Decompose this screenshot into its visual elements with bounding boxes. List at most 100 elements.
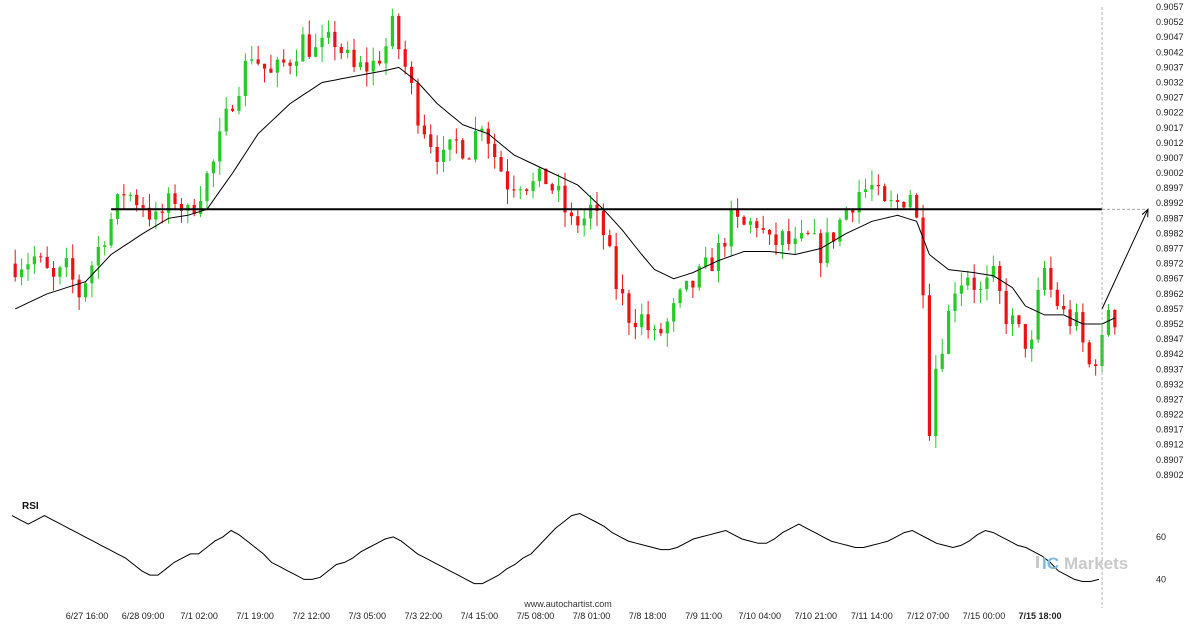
- rsi-plot: [11, 512, 1100, 585]
- brand-logo: IC Markets: [1036, 554, 1128, 573]
- candle-up: [320, 37, 324, 48]
- candle-up: [1106, 310, 1111, 335]
- brand-bar-icon: [1036, 556, 1039, 568]
- candle-up: [537, 168, 542, 182]
- candle-down: [876, 185, 880, 187]
- price-tick-label: 0.8947: [1156, 334, 1184, 344]
- candle-up: [672, 303, 676, 322]
- time-tick-label: 7/9 11:00: [685, 611, 722, 621]
- candle-down: [378, 60, 382, 64]
- candle-down: [339, 47, 343, 54]
- candle-up: [588, 204, 593, 219]
- time-tick-label: 7/2 12:00: [292, 611, 330, 621]
- price-tick-label: 0.8992: [1156, 198, 1184, 208]
- candle-up: [991, 265, 995, 278]
- candle-up: [870, 185, 874, 190]
- candle-up: [384, 46, 388, 64]
- candle-down: [256, 59, 260, 64]
- candle-up: [199, 201, 203, 214]
- price-tick-label: 0.9017: [1156, 123, 1184, 133]
- candle-down: [563, 185, 567, 213]
- candle-up: [186, 205, 190, 211]
- candle-up: [697, 266, 701, 288]
- candle-up: [26, 264, 30, 270]
- candle-up: [640, 314, 644, 328]
- candle-down: [1017, 315, 1021, 325]
- candle-up: [441, 149, 446, 162]
- candle-up: [966, 277, 970, 286]
- candle-down: [710, 257, 714, 271]
- rsi-label: RSI: [22, 501, 39, 512]
- candle-down: [486, 128, 490, 144]
- candle-down: [1094, 364, 1098, 367]
- price-axis: 0.9057 0.9052 0.9047 0.9042 0.9037 0.9032 0.90…: [1156, 2, 1184, 480]
- price-tick-label: 0.8902: [1156, 470, 1184, 480]
- brand-name: Markets: [1064, 554, 1128, 573]
- candle-down: [659, 328, 663, 334]
- candle-down: [831, 232, 836, 242]
- candle-down: [998, 265, 1002, 292]
- candle-down: [365, 62, 369, 72]
- candle-down: [13, 263, 17, 278]
- candle-down: [1062, 305, 1066, 310]
- price-tick-label: 0.9052: [1156, 17, 1184, 27]
- candle-up: [748, 221, 753, 225]
- candle-up: [838, 219, 842, 242]
- candle-up: [978, 288, 983, 290]
- candle-down: [646, 314, 650, 331]
- candle-down: [608, 235, 612, 247]
- rsi-tick-label: 60: [1156, 532, 1166, 542]
- candle-up: [115, 194, 120, 220]
- time-tick-label: 7/8 01:00: [573, 611, 611, 621]
- candle-up: [243, 60, 247, 97]
- candle-up: [390, 16, 394, 47]
- candle-up: [371, 60, 375, 72]
- candle-up: [582, 218, 586, 226]
- candle-up: [358, 62, 363, 68]
- candle-up: [19, 269, 24, 278]
- candle-down: [422, 125, 426, 135]
- candle-down: [461, 140, 465, 159]
- candle-down: [454, 139, 458, 141]
- time-tick-label: 7/12 07:00: [907, 611, 950, 621]
- candle-down: [147, 207, 152, 220]
- price-tick-label: 0.8922: [1156, 410, 1184, 420]
- candle-up: [934, 368, 938, 436]
- candle-up: [825, 232, 829, 264]
- candle-up: [729, 208, 733, 247]
- candle-down: [141, 205, 145, 208]
- candle-up: [793, 238, 797, 244]
- candle-up: [211, 161, 215, 174]
- time-tick-label: 7/4 15:00: [461, 611, 499, 621]
- time-tick-label: 6/28 09:00: [122, 611, 165, 621]
- candle-up: [109, 219, 113, 246]
- price-tick-label: 0.9042: [1156, 47, 1184, 57]
- time-tick-label: 7/10 21:00: [794, 611, 837, 621]
- price-tick-label: 0.8932: [1156, 379, 1184, 389]
- candle-up: [959, 285, 963, 294]
- candle-down: [1113, 310, 1117, 328]
- candle-up: [1010, 315, 1015, 325]
- candle-up: [224, 108, 228, 132]
- candle-up: [275, 59, 279, 73]
- candle-up: [448, 139, 452, 150]
- candle-up: [716, 243, 721, 271]
- price-tick-label: 0.8912: [1156, 440, 1184, 450]
- price-tick-label: 0.9057: [1156, 2, 1184, 12]
- candle-down: [633, 322, 637, 328]
- candle-up: [473, 130, 478, 160]
- candle-down: [1081, 312, 1085, 343]
- price-tick-label: 0.8952: [1156, 319, 1184, 329]
- price-tick-label: 0.9027: [1156, 93, 1184, 103]
- candle-up: [205, 173, 209, 202]
- candle-up: [518, 189, 522, 191]
- candle-down: [761, 228, 765, 230]
- brand-prefix: IC: [1042, 554, 1059, 573]
- moving-average-line: [14, 66, 1116, 325]
- candle-down: [620, 288, 625, 294]
- candle-up: [301, 34, 305, 62]
- candle-up: [863, 189, 868, 193]
- candle-down: [525, 189, 529, 192]
- time-tick-label: 7/10 04:00: [738, 611, 781, 621]
